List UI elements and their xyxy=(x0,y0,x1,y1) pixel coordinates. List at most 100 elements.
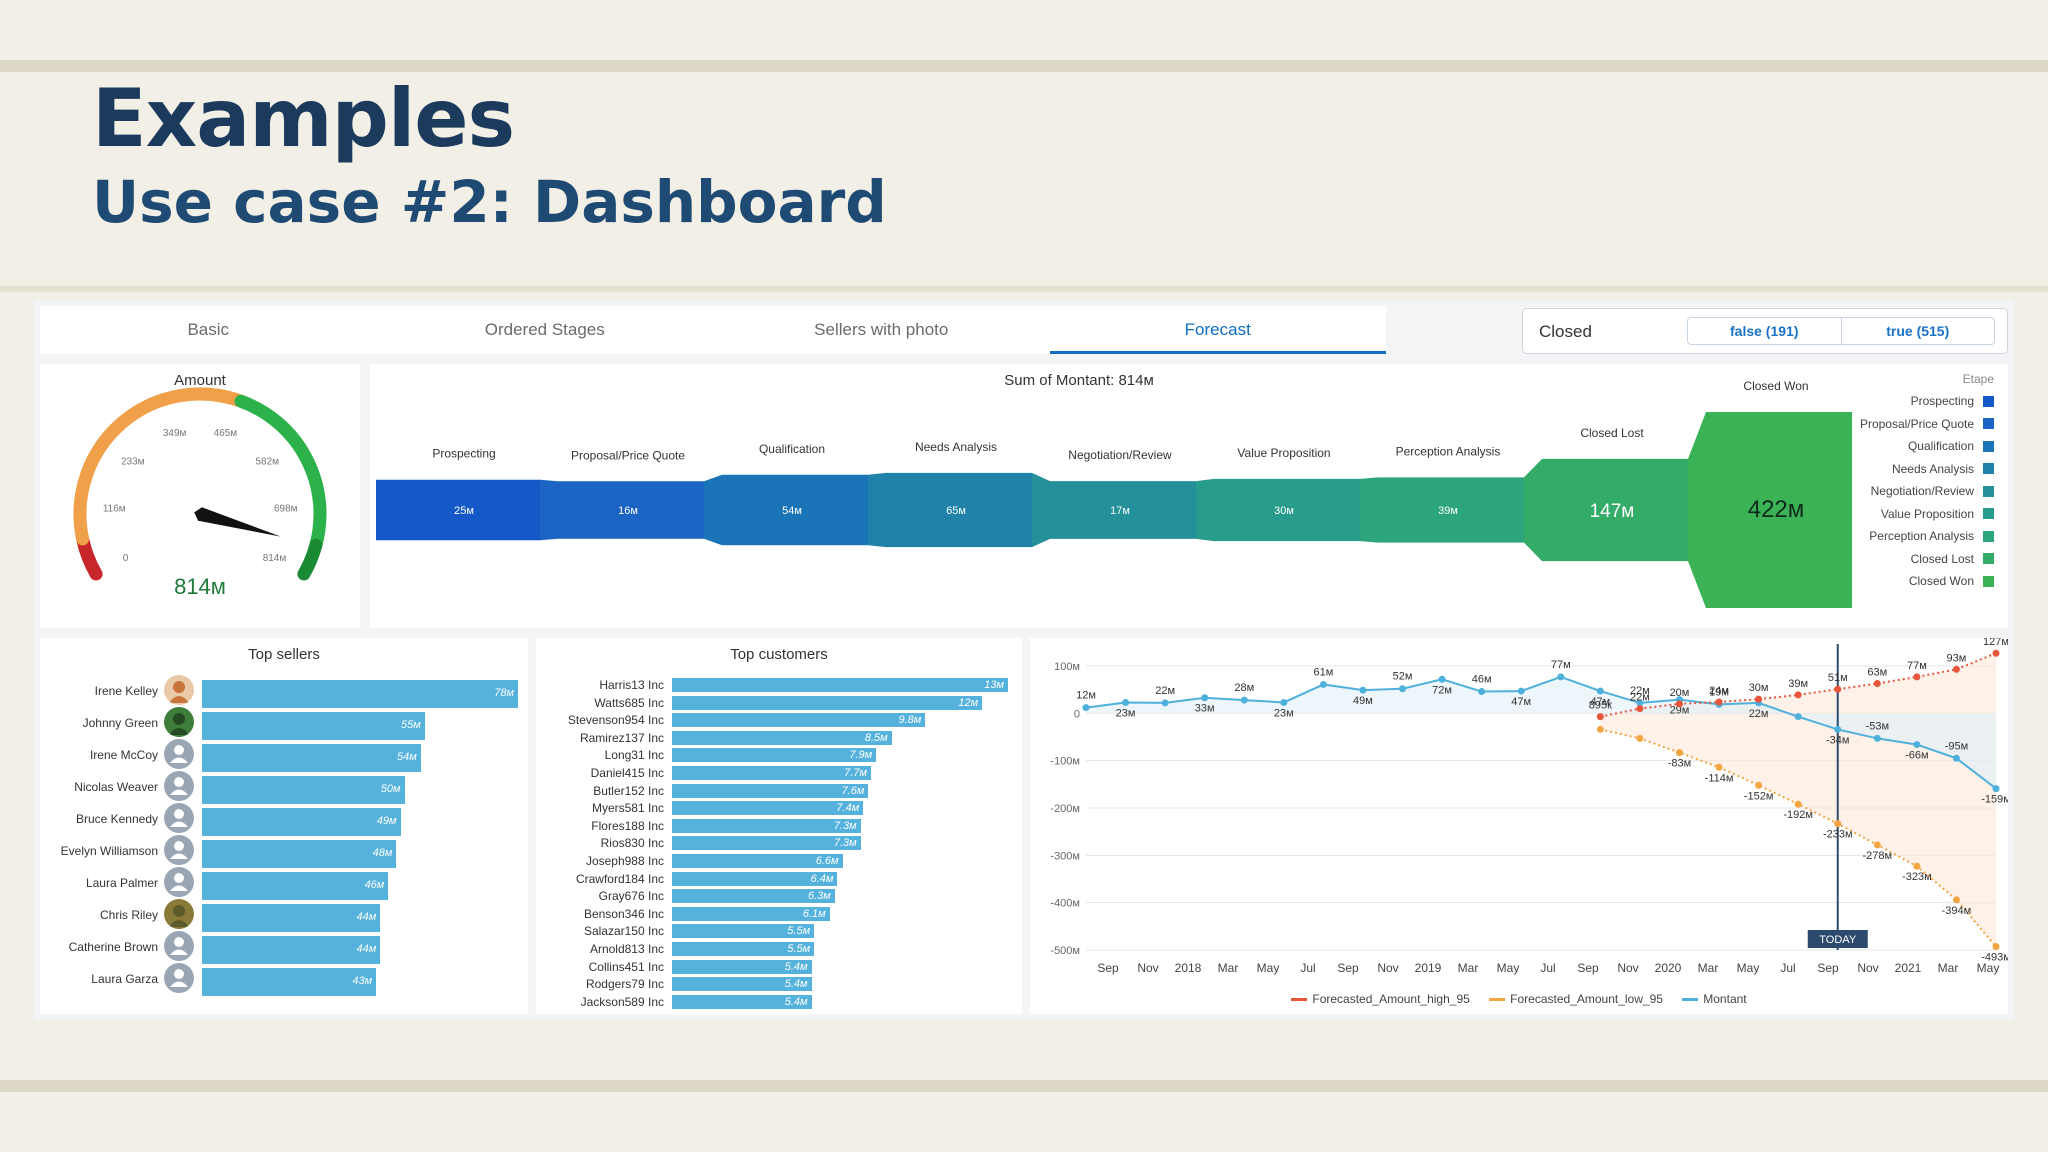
funnel-stage-name: Closed Lost xyxy=(1580,426,1644,440)
point-montant xyxy=(1438,675,1446,683)
point-forecasted-amount-low-95 xyxy=(1913,862,1921,870)
funnel-stage-value: 65м xyxy=(946,505,966,517)
person-icon xyxy=(170,745,188,763)
funnel-legend-title: Etape xyxy=(1962,372,1994,386)
person-icon xyxy=(170,809,188,827)
seller-bar[interactable]: 54м xyxy=(202,744,421,772)
customer-bar[interactable]: 7.3м xyxy=(672,836,861,851)
seller-bar-value: 44м xyxy=(356,943,377,955)
customer-bar[interactable]: 7.4м xyxy=(672,801,864,816)
customer-bar[interactable]: 5.5м xyxy=(672,942,815,956)
seller-name: Nicolas Weaver xyxy=(74,780,158,794)
seller-bar[interactable]: 46м xyxy=(202,872,389,900)
forecast-chart: 100м 0 -100м -200м -300м -400м -500м Sep Nov 2018… xyxy=(1050,638,2008,975)
amount-gauge-panel: Amount 0 116м 233м 349м 465м 582м 698м 814м 814м xyxy=(40,364,360,628)
x-tick-label: Mar xyxy=(1938,961,1959,975)
data-label-montant: -34м xyxy=(1826,734,1849,746)
customer-bar[interactable]: 6.6м xyxy=(672,854,843,868)
funnel-stage-negotiation-review xyxy=(1032,472,1196,548)
customer-bar-value: 5.4м xyxy=(784,995,808,1008)
customer-bar[interactable]: 7.6м xyxy=(672,783,869,798)
data-label-montant: 49м xyxy=(1353,695,1373,707)
seller-name: Catherine Brown xyxy=(68,940,158,954)
closed-true-option[interactable]: true (515) xyxy=(1840,318,1995,344)
point-forecasted-amount-low-95 xyxy=(1794,800,1802,808)
funnel-legend-item[interactable]: Value Proposition xyxy=(1881,507,1994,521)
customer-bar[interactable]: 5.5м xyxy=(672,924,815,939)
tab-basic[interactable]: Basic xyxy=(187,320,230,339)
point-forecasted-amount-high-95 xyxy=(1992,649,2000,657)
funnel-stage-value: 147м xyxy=(1590,501,1635,522)
point-montant xyxy=(1952,754,1960,762)
funnel-panel: Sum of Montant: 814м Etape 25м Prospectin… xyxy=(370,364,2008,628)
customer-name: Crawford184 Inc xyxy=(575,871,664,886)
data-label-montant: 52м xyxy=(1393,671,1413,683)
point-montant xyxy=(1596,687,1604,695)
data-label-montant: 72м xyxy=(1432,684,1452,696)
x-tick-label: May xyxy=(1977,961,2000,975)
data-label-forecasted-amount-high-95: 63м xyxy=(1867,667,1887,679)
customer-name: Stevenson954 Inc xyxy=(567,713,664,728)
seller-name: Laura Palmer xyxy=(85,876,158,890)
funnel-legend-item[interactable]: Negotiation/Review xyxy=(1871,484,1994,498)
seller-bar[interactable]: 48м xyxy=(202,840,397,868)
funnel-legend-item[interactable]: Prospecting xyxy=(1911,394,1994,408)
point-montant xyxy=(1082,704,1090,712)
customer-name: Salazar150 Inc xyxy=(583,924,664,939)
seller-bar[interactable]: 55м xyxy=(202,712,425,740)
seller-bar[interactable]: 49м xyxy=(202,808,401,836)
seller-name: Irene McCoy xyxy=(89,748,158,762)
seller-bar[interactable]: 50м xyxy=(202,776,405,804)
point-forecasted-amount-high-95 xyxy=(1873,680,1881,688)
tab-ordered-stages[interactable]: Ordered Stages xyxy=(484,320,605,339)
customer-bar[interactable]: 5.4м xyxy=(672,977,812,992)
tab-forecast[interactable]: Forecast xyxy=(1049,306,1387,354)
customer-bar[interactable]: 5.4м xyxy=(672,994,812,1009)
customer-bar-value: 6.6м xyxy=(815,855,839,867)
funnel-legend-item[interactable]: Proposal/Price Quote xyxy=(1860,417,1994,431)
closed-false-option[interactable]: false (191) xyxy=(1730,323,1799,339)
customer-bar[interactable]: 7.3м xyxy=(672,818,861,833)
customer-bar[interactable]: 13м xyxy=(672,678,1008,692)
seller-bar[interactable]: 43м xyxy=(202,968,377,996)
seller-bar[interactable]: 44м xyxy=(202,936,381,964)
y-tick-label: 100м xyxy=(1054,661,1080,673)
funnel-legend-item[interactable]: Perception Analysis xyxy=(1869,529,1994,543)
x-tick-label: Sep xyxy=(1337,961,1359,975)
customer-bar[interactable]: 5.4м xyxy=(672,959,812,974)
y-tick-label: -100м xyxy=(1050,756,1080,768)
customer-bar[interactable]: 7.7м xyxy=(672,766,871,780)
gauge-needle xyxy=(194,507,281,537)
tab-sellers-with-photo[interactable]: Sellers with photo xyxy=(814,320,949,339)
point-forecasted-amount-low-95 xyxy=(1596,725,1604,733)
funnel-legend-item[interactable]: Closed Won xyxy=(1909,574,1994,588)
person-icon xyxy=(170,777,188,795)
funnel-legend-item[interactable]: Needs Analysis xyxy=(1892,462,1994,476)
data-label-montant: 77м xyxy=(1551,659,1571,671)
legend-item-montant[interactable]: Montant xyxy=(1682,992,1747,1006)
seller-bar[interactable]: 78м xyxy=(202,680,518,708)
customer-bar[interactable]: 8.5м xyxy=(672,730,892,745)
customer-bar[interactable]: 12м xyxy=(672,695,983,710)
funnel-legend-item[interactable]: Closed Lost xyxy=(1911,552,1994,566)
seller-bar[interactable]: 44м xyxy=(202,904,381,932)
point-forecasted-amount-low-95 xyxy=(1755,781,1763,789)
customer-bar[interactable]: 6.3м xyxy=(672,889,835,904)
legend-item-low[interactable]: Forecasted_Amount_low_95 xyxy=(1489,992,1663,1006)
forecast-panel: 100м 0 -100м -200м -300м -400м -500м Sep Nov 2018… xyxy=(1030,638,2008,1014)
gauge-title: Amount xyxy=(174,372,226,389)
funnel-legend-swatch xyxy=(1983,485,1994,497)
customer-bar[interactable]: 9.8м xyxy=(672,713,926,728)
funnel-stage-closed-won xyxy=(1688,412,1852,608)
customer-bar[interactable]: 6.1м xyxy=(672,906,830,921)
x-tick-label: Nov xyxy=(1377,961,1398,975)
customer-bar[interactable]: 6.4м xyxy=(672,871,838,886)
customer-bar[interactable]: 7.9м xyxy=(672,748,877,763)
funnel-legend-item[interactable]: Qualification xyxy=(1908,439,1994,453)
x-tick-label: May xyxy=(1737,961,1760,975)
data-label-montant: 28м xyxy=(1234,682,1254,694)
legend-montant-label: Montant xyxy=(1703,992,1747,1006)
seller-bar-value: 78м xyxy=(494,687,514,699)
customer-bar-value: 12м xyxy=(958,696,979,709)
legend-item-high[interactable]: Forecasted_Amount_high_95 xyxy=(1291,992,1470,1006)
